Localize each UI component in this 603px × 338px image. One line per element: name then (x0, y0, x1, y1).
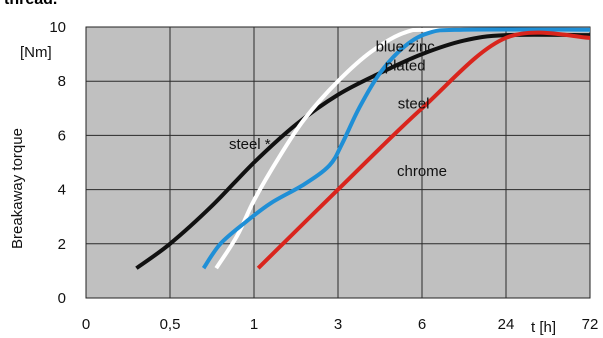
y-tick-label: 10 (49, 19, 66, 36)
annotation-label: steel * (229, 136, 271, 153)
x-tick-label: 24 (498, 316, 515, 333)
annotation-label: chrome (397, 163, 447, 180)
annotation-label: steel (398, 95, 430, 112)
series-line-steel (135, 32, 591, 270)
x-axis-label: t [h] (531, 319, 556, 336)
x-tick-label: 0,5 (160, 316, 181, 333)
series-line-chrome (256, 30, 591, 270)
series-line-steel (201, 27, 591, 270)
x-tick-label: 72 (582, 316, 599, 333)
y-tick-label: 2 (58, 236, 66, 253)
series-layer (135, 27, 591, 270)
y-tick-label: 0 (58, 290, 66, 307)
page-title: thread. (4, 0, 57, 9)
x-tick-labels: 0 0,5 1 3 6 24 72 (82, 316, 599, 333)
annotation-label: blue zinc (376, 38, 436, 55)
x-tick-label: 1 (250, 316, 258, 333)
y-tick-label: 8 (58, 73, 66, 90)
x-tick-label: 3 (334, 316, 342, 333)
y-tick-label: 6 (58, 127, 66, 144)
y-tick-labels: 0 2 4 6 8 10 (49, 19, 66, 307)
x-tick-label: 6 (418, 316, 426, 333)
y-axis-label: Breakaway torque (9, 128, 26, 249)
y-tick-label: 4 (58, 182, 66, 199)
series-annotations: blue zinc plated steel steel * chrome (229, 38, 447, 180)
x-tick-label: 0 (82, 316, 90, 333)
annotation-label: plated (385, 57, 426, 74)
y-axis-unit: [Nm] (20, 44, 52, 61)
